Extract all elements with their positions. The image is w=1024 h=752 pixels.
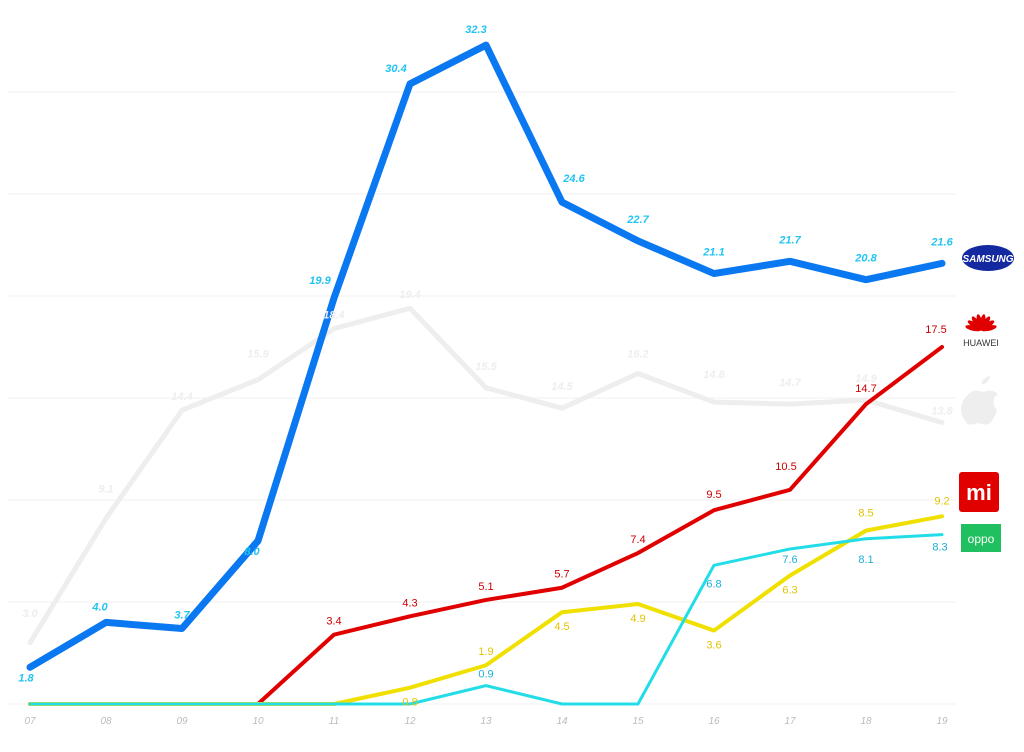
gridlines [8, 91, 956, 705]
data-label-samsung: 30.4 [385, 63, 406, 75]
data-label-apple: 14.9 [855, 373, 877, 385]
data-label-huawei: 14.7 [855, 383, 876, 395]
x-tick-label: 16 [708, 716, 720, 727]
data-label-xiaomi: 4.5 [554, 621, 569, 633]
series-line-apple [27, 305, 945, 646]
x-tick-label: 13 [480, 716, 492, 727]
x-tick-label: 07 [24, 716, 36, 727]
oppo-logo: oppo [961, 524, 1001, 552]
data-label-apple: 19.4 [399, 289, 420, 301]
data-label-samsung: 8.0 [244, 546, 260, 558]
huawei-petal [980, 325, 997, 332]
series-lines [26, 41, 946, 706]
data-label-oppo: 8.3 [932, 542, 947, 554]
data-label-samsung: 21.7 [778, 234, 801, 246]
data-label-samsung: 4.0 [91, 601, 108, 613]
data-label-huawei: 5.7 [554, 569, 569, 581]
data-label-huawei: 3.4 [326, 616, 341, 628]
data-label-xiaomi: 3.6 [706, 640, 721, 652]
data-label-huawei: 17.5 [925, 324, 946, 336]
data-label-oppo: 8.1 [858, 554, 873, 566]
data-label-huawei: 7.4 [630, 534, 645, 546]
oppo-logo-text: oppo [968, 532, 995, 546]
x-tick-label: 18 [860, 716, 872, 727]
data-label-apple: 14.5 [551, 381, 573, 393]
data-label-xiaomi: 8.5 [858, 508, 873, 520]
data-labels: 3.0 9.1 14.4 15.9 18.4 19.4 15.5 14.5 16.2 14.8 14… [18, 24, 953, 709]
data-label-huawei: 9.5 [706, 489, 721, 501]
data-label-apple: 9.1 [98, 483, 113, 495]
data-label-apple: 14.7 [779, 377, 801, 389]
data-label-xiaomi: 6.3 [782, 584, 797, 596]
x-axis-ticks: 07 08 09 10 11 12 13 14 15 16 17 18 19 [24, 716, 948, 727]
oppo-logo-box [961, 524, 1001, 552]
data-label-oppo: 7.6 [782, 554, 797, 566]
x-tick-label: 08 [100, 716, 112, 727]
data-label-xiaomi: 1.9 [478, 646, 493, 658]
data-label-apple: 13.8 [931, 405, 953, 417]
samsung-logo-oval [962, 245, 1014, 271]
apple-icon [961, 376, 998, 425]
xiaomi-logo-text: mi [966, 480, 992, 505]
huawei-logo: HUAWEI [963, 314, 999, 348]
x-tick-label: 12 [404, 716, 416, 727]
data-label-apple: 3.0 [22, 608, 38, 620]
data-label-apple: 18.4 [323, 310, 344, 322]
huawei-logo-text: HUAWEI [963, 338, 999, 348]
data-label-xiaomi: 4.9 [630, 613, 645, 625]
x-tick-label: 09 [176, 716, 188, 727]
data-label-samsung: 32.3 [465, 24, 486, 36]
data-label-samsung: 3.7 [174, 610, 190, 622]
data-label-apple: 15.9 [247, 349, 269, 361]
xiaomi-logo-box [959, 472, 999, 512]
samsung-logo-text: SAMSUNG [962, 254, 1013, 265]
series-line-oppo [28, 533, 944, 706]
samsung-logo: SAMSUNG [962, 245, 1014, 271]
x-tick-label: 15 [632, 716, 644, 727]
x-tick-label: 14 [556, 716, 568, 727]
data-label-huawei: 4.3 [402, 597, 417, 609]
legend: SAMSUNG HUAWEI mi oppo [959, 245, 1014, 552]
x-tick-label: 17 [784, 716, 796, 727]
data-label-apple: 14.4 [171, 391, 192, 403]
data-label-apple: 15.5 [475, 361, 497, 373]
data-label-samsung: 20.8 [854, 253, 877, 265]
data-label-samsung: 22.7 [626, 214, 649, 226]
data-label-apple: 16.2 [627, 349, 648, 361]
data-label-samsung: 21.1 [702, 247, 724, 259]
data-label-oppo: 0.9 [478, 669, 493, 681]
xiaomi-logo: mi [959, 472, 999, 512]
x-tick-label: 19 [936, 716, 948, 727]
series-line-samsung [26, 41, 946, 671]
huawei-petals-icon [965, 314, 997, 332]
data-label-huawei: 10.5 [775, 461, 796, 473]
x-tick-label: 11 [329, 716, 339, 727]
data-label-samsung: 21.6 [930, 236, 953, 248]
data-label-samsung: 24.6 [562, 173, 585, 185]
data-label-xiaomi: 9.2 [934, 495, 949, 507]
data-label-xiaomi: 0.8 [402, 697, 417, 709]
data-label-samsung: 1.8 [18, 672, 34, 684]
data-label-apple: 14.8 [703, 369, 725, 381]
data-label-oppo: 6.8 [706, 578, 721, 590]
x-tick-label: 10 [252, 716, 264, 727]
data-label-samsung: 19.9 [309, 275, 331, 287]
data-label-huawei: 5.1 [478, 581, 493, 593]
